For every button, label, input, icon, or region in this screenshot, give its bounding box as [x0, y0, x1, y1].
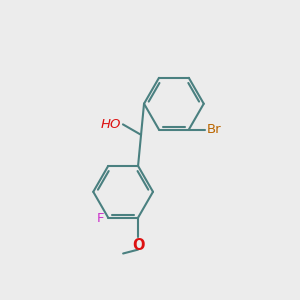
Text: HO: HO [100, 118, 121, 131]
Text: F: F [97, 212, 105, 225]
Text: O: O [132, 238, 144, 253]
Text: Br: Br [206, 123, 221, 136]
